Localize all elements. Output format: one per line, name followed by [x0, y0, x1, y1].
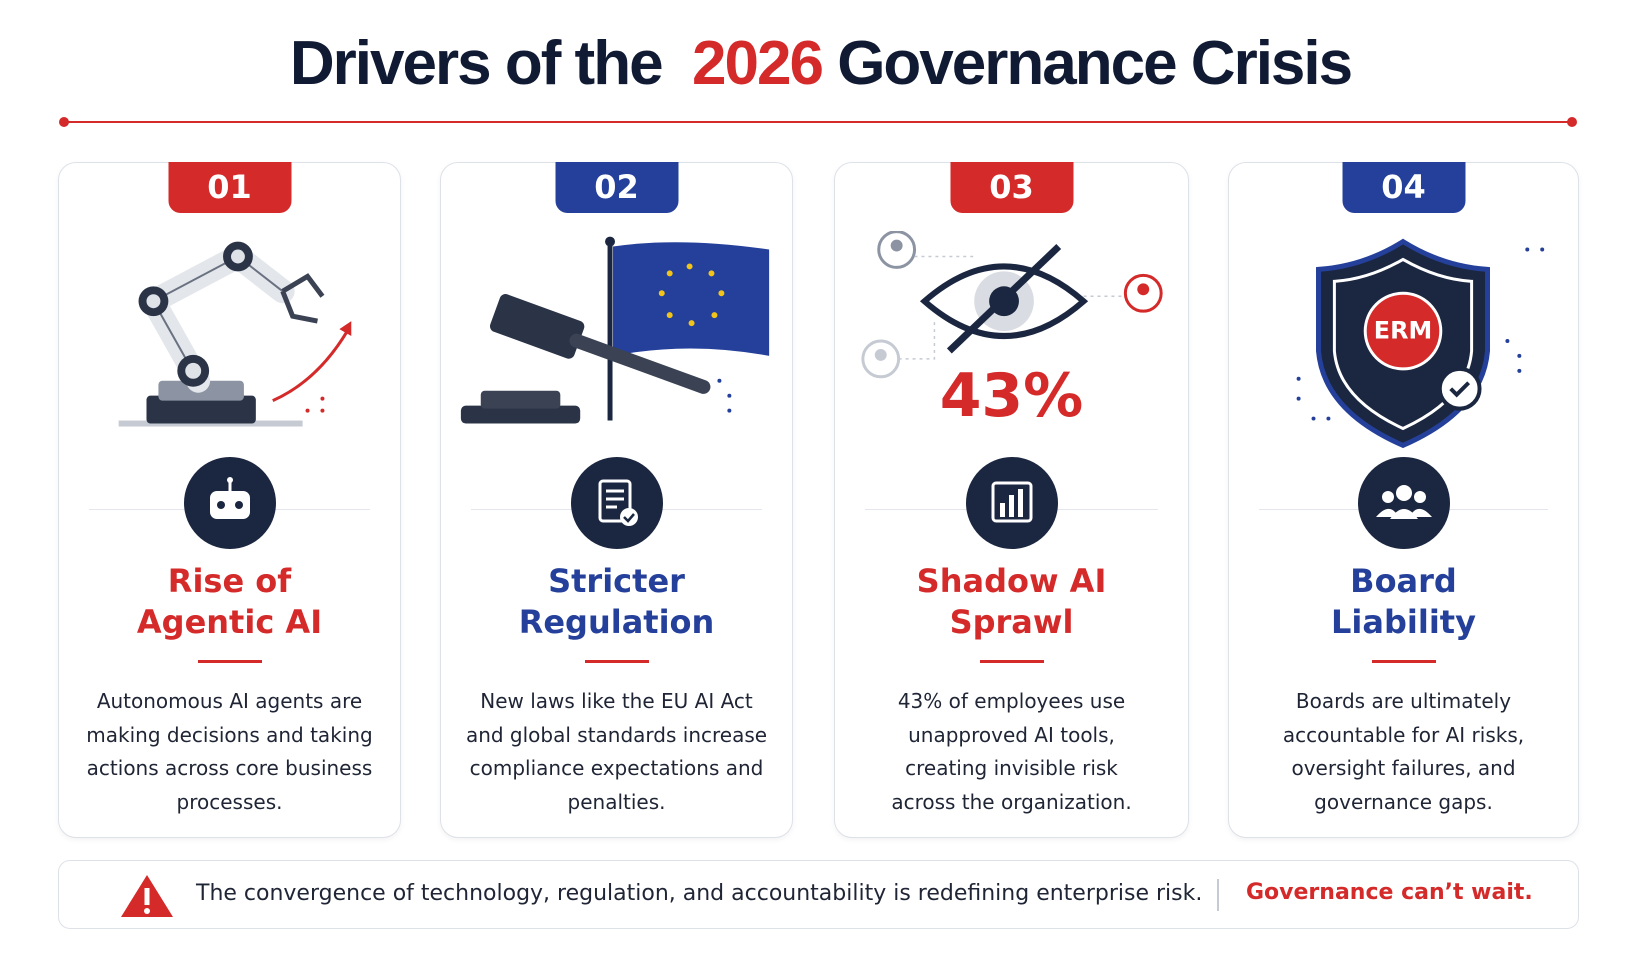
body-line: oversight failures, and	[1291, 756, 1516, 780]
body-line: Boards are ultimately	[1295, 689, 1512, 713]
card-heading: Rise of Agentic AI	[59, 561, 400, 643]
heading-line: Liability	[1331, 603, 1476, 641]
body-line: unapproved AI tools,	[908, 722, 1115, 747]
card-number: 04	[1342, 162, 1465, 213]
body-line: governance gaps.	[1314, 789, 1493, 814]
warning-icon	[121, 875, 173, 917]
body-line: Autonomous AI agents are	[96, 689, 363, 713]
card: 02 Stricter Regulation New laws like the EU…	[440, 162, 793, 838]
heading-line: Regulation	[518, 603, 715, 641]
body-line: accountable for AI risks,	[1282, 722, 1525, 747]
shadow-eye-illustration	[861, 231, 1163, 379]
card-body: Boards are ultimately accountable for AI …	[1229, 685, 1578, 819]
body-line: 43% of employees use	[897, 689, 1126, 713]
card-number: 02	[555, 162, 678, 213]
body-line: compliance expectations and	[469, 756, 764, 780]
people-icon	[1357, 457, 1450, 549]
heading-line: Sprawl	[949, 603, 1074, 641]
card-heading: Stricter Regulation	[441, 561, 792, 643]
chart-icon	[965, 457, 1058, 549]
body-line: making decisions and taking	[86, 722, 373, 747]
card-body: 43% of employees use unapproved AI tools,…	[835, 685, 1188, 819]
card-heading: Board Liability	[1229, 561, 1578, 643]
footer-separator	[1217, 879, 1219, 911]
accent-rule	[979, 660, 1044, 663]
title-year: 2026	[692, 29, 824, 98]
accent-rule	[584, 660, 649, 663]
card-body: New laws like the EU AI Act and global st…	[441, 685, 792, 819]
footer-callout: Governance can’t wait.	[1246, 880, 1533, 905]
footer: The convergence of technology, regulatio…	[58, 860, 1579, 929]
body-line: processes.	[176, 789, 283, 814]
heading-line: Board	[1350, 562, 1457, 600]
shield-illustration: ERM	[1296, 238, 1545, 449]
gavel-flag-illustration	[460, 236, 770, 424]
heading-line: Rise of	[167, 562, 292, 600]
emblem-label: ERM	[1374, 317, 1432, 345]
body-line: across the organization.	[891, 789, 1132, 814]
body-line: actions across core business	[86, 756, 373, 780]
title-text: Governance Crisis	[837, 29, 1353, 98]
body-line: and global standards increase	[465, 722, 768, 747]
title-rule	[59, 117, 1577, 127]
footer-message: The convergence of technology, regulatio…	[196, 881, 1203, 906]
heading-line: Shadow AI	[916, 562, 1107, 600]
heading-line: Stricter	[548, 562, 685, 600]
body-line: New laws like the EU AI Act	[480, 689, 753, 713]
title: Drivers of the 2026 Governance Crisis	[0, 28, 1641, 99]
body-line: creating invisible risk	[905, 756, 1118, 780]
heading-line: Agentic AI	[136, 603, 323, 641]
card-heading: Shadow AI Sprawl	[835, 561, 1188, 643]
card-body: Autonomous AI agents are making decisions…	[59, 685, 400, 819]
accent-rule	[197, 660, 262, 663]
card-number: 03	[950, 162, 1073, 213]
stat: 43%	[939, 361, 1084, 431]
card-number: 01	[168, 162, 291, 213]
document-icon	[570, 457, 663, 549]
body-line: penalties.	[567, 789, 666, 814]
title-text: Drivers of the	[289, 29, 664, 98]
card: 43% 03 Shadow AI Sprawl 43% of employees us…	[834, 162, 1189, 838]
robot-arm-illustration	[118, 241, 352, 427]
card: ERM 04 Board Liability Boards are ultimatel…	[1228, 162, 1579, 838]
accent-rule	[1371, 660, 1436, 663]
card: 01 Rise of Agentic AI Autonomous AI agents …	[58, 162, 401, 838]
robot-icon	[183, 457, 276, 549]
